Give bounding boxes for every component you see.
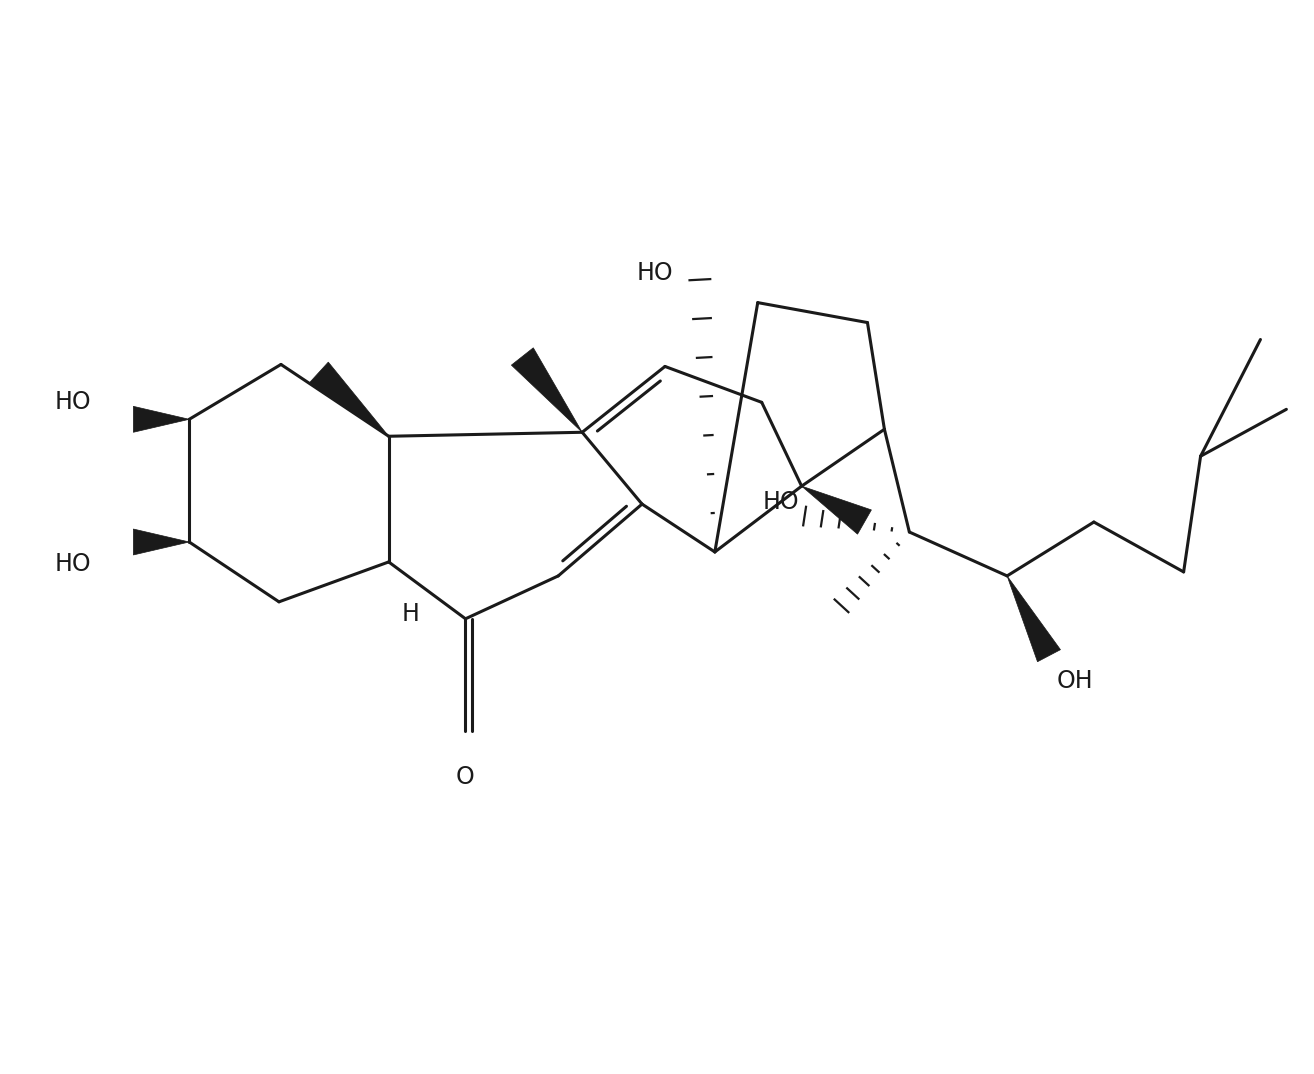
Polygon shape: [802, 487, 871, 534]
Text: HO: HO: [55, 552, 92, 576]
Text: OH: OH: [1056, 669, 1093, 693]
Text: H: H: [402, 601, 419, 626]
Polygon shape: [133, 529, 189, 555]
Polygon shape: [133, 406, 189, 432]
Polygon shape: [1007, 576, 1060, 662]
Polygon shape: [310, 362, 389, 436]
Text: HO: HO: [763, 490, 800, 514]
Text: HO: HO: [637, 261, 673, 285]
Text: HO: HO: [55, 390, 92, 415]
Polygon shape: [511, 348, 582, 432]
Text: O: O: [456, 766, 474, 789]
